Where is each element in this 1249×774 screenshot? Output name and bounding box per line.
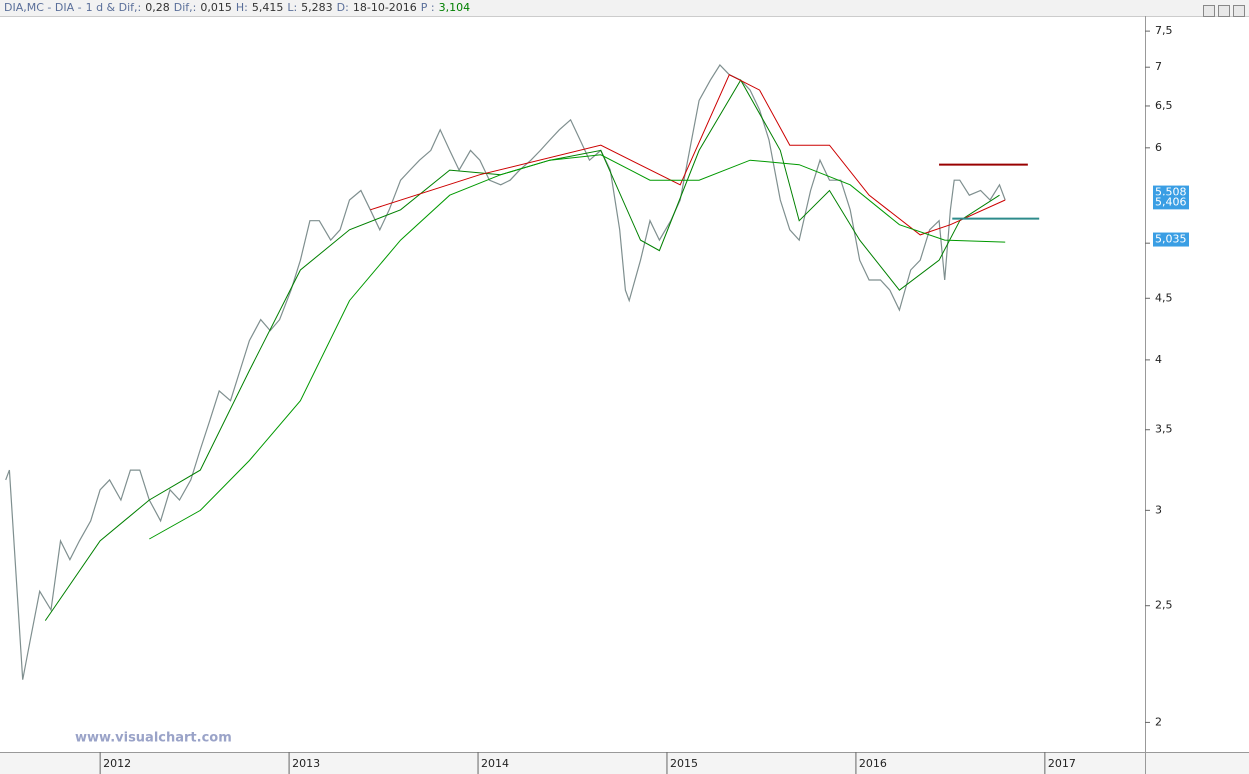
price-label: 5,035 bbox=[1155, 233, 1187, 246]
header-text: H: bbox=[235, 1, 248, 14]
series-line bbox=[149, 154, 1006, 540]
header-bar: DIA,MC - DIA -1 d & Dif,: 0,28 Dif,: 0,015 H… bbox=[0, 0, 1249, 17]
x-tick-label: 2017 bbox=[1048, 757, 1076, 770]
window-buttons bbox=[1200, 2, 1245, 21]
x-tick-label: 2014 bbox=[481, 757, 509, 770]
x-axis-strip bbox=[0, 752, 1249, 774]
header-text: 5,415 bbox=[251, 1, 284, 14]
header-text: Dif,: bbox=[173, 1, 197, 14]
header-text: L: bbox=[287, 1, 298, 14]
y-tick-label: 4,5 bbox=[1155, 291, 1173, 304]
header-text: 18-10-2016 bbox=[352, 1, 417, 14]
header-text: DIA,MC - DIA - bbox=[4, 1, 82, 14]
series-line bbox=[5, 64, 1006, 680]
y-tick-label: 7 bbox=[1155, 60, 1162, 73]
header-text: 1 d & Dif,: bbox=[85, 1, 142, 14]
header-text: 0,015 bbox=[200, 1, 232, 14]
y-tick-label: 6,5 bbox=[1155, 99, 1173, 112]
minimize-button[interactable] bbox=[1203, 5, 1215, 17]
maximize-button[interactable] bbox=[1218, 5, 1230, 17]
price-label: 5,406 bbox=[1155, 195, 1187, 208]
header-text: 0,28 bbox=[145, 1, 170, 14]
y-tick-label: 2,5 bbox=[1155, 599, 1173, 612]
x-tick-label: 2015 bbox=[670, 757, 698, 770]
watermark: www.visualchart.com bbox=[75, 731, 232, 746]
y-tick-label: 3 bbox=[1155, 503, 1162, 516]
y-tick-label: 3,5 bbox=[1155, 423, 1173, 436]
y-tick-label: 7,5 bbox=[1155, 24, 1173, 37]
price-label-box bbox=[1153, 232, 1189, 247]
header-text: 3,104 bbox=[438, 1, 471, 14]
x-tick-label: 2012 bbox=[103, 757, 131, 770]
header-text: 5,283 bbox=[301, 1, 333, 14]
y-tick-label: 6 bbox=[1155, 141, 1162, 154]
header-text: P : bbox=[420, 1, 435, 14]
y-tick-label: 2 bbox=[1155, 715, 1162, 728]
price-label: 5,508 bbox=[1155, 186, 1187, 199]
series-line bbox=[370, 74, 1006, 236]
x-tick-label: 2016 bbox=[859, 757, 887, 770]
header-text: D: bbox=[336, 1, 349, 14]
y-tick-label: 4 bbox=[1155, 353, 1162, 366]
close-button[interactable] bbox=[1233, 5, 1245, 17]
price-label-box bbox=[1153, 195, 1189, 210]
x-tick-label: 2013 bbox=[292, 757, 320, 770]
series-line bbox=[44, 79, 1000, 621]
